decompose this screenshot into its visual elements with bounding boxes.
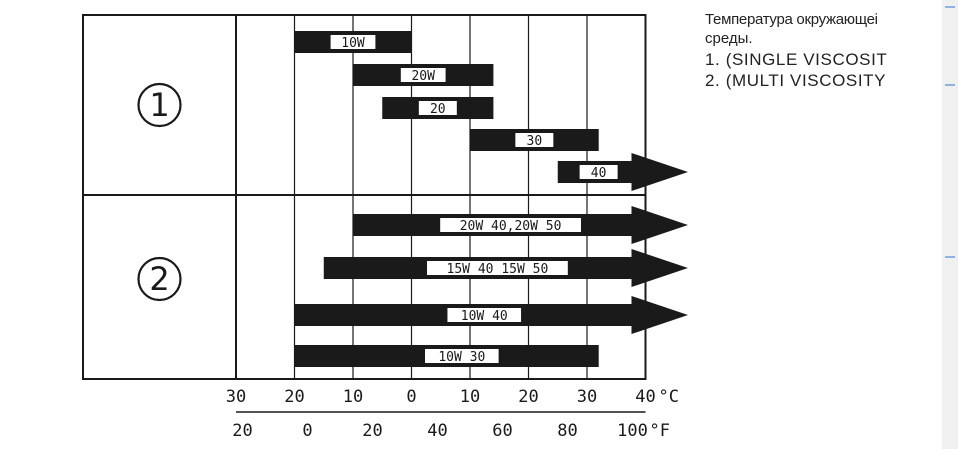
celsius-tick-label: 20: [518, 387, 538, 407]
group-number-label: 2: [149, 260, 169, 298]
bar-label-box: [579, 165, 618, 179]
fahrenheit-axis: 20 0 20 40 60 80 100 °F: [232, 421, 670, 441]
group-number-circle: [137, 82, 182, 128]
bar-label: 20W 40,20W 50: [460, 219, 562, 234]
open-ended-arrow: [631, 153, 688, 191]
bar-label-box: [425, 349, 499, 363]
bar-label-box: [427, 261, 568, 275]
open-ended-arrow: [631, 249, 688, 287]
ambient-temperature-caption: Температура окружающеі: [705, 11, 878, 28]
bar-label-box: [330, 35, 376, 49]
fahrenheit-unit-label: °F: [650, 421, 670, 441]
side-panel: Температура окружающеі среды. 1. (SINGLE…: [705, 10, 942, 91]
open-ended-arrow: [631, 296, 688, 334]
fahrenheit-tick-label: 20: [362, 421, 382, 441]
scrollbar-marker: [945, 84, 955, 86]
celsius-tick-label: 10: [460, 387, 480, 407]
group-number-circle: [137, 256, 182, 302]
celsius-tick-label: 30: [226, 387, 246, 407]
fahrenheit-tick-label: 40: [427, 421, 447, 441]
scrollbar-marker: [945, 256, 955, 258]
bar-label-box: [440, 218, 581, 232]
fahrenheit-tick-label: 0: [302, 421, 312, 441]
bar-label: 10W 30: [438, 350, 485, 365]
celsius-tick-label: 40: [635, 387, 655, 407]
bar-label-box: [515, 133, 554, 147]
chart-frame: [82, 14, 647, 380]
bar-label-box: [418, 101, 457, 115]
side-item-multi-viscosity: 2. (MULTI VISCOSITY: [705, 71, 887, 90]
celsius-axis: 30 20 10 0 10 20 30 40 °C: [226, 387, 679, 413]
bar-label: 40: [591, 166, 607, 181]
celsius-tick-label: 20: [284, 387, 304, 407]
bar-label: 20W: [411, 69, 435, 84]
vertical-scrollbar[interactable]: [942, 0, 958, 449]
bar-label: 30: [527, 134, 543, 149]
scrollbar-marker: [945, 6, 955, 8]
fahrenheit-tick-label: 80: [557, 421, 577, 441]
celsius-tick-label: 0: [406, 387, 416, 407]
group-number-label: 1: [149, 86, 169, 124]
range-bars: 10W 20W 20 30 40 20W 40,20W 50 15W 40 15W 50 10…: [294, 31, 688, 367]
celsius-tick-label: 10: [343, 387, 363, 407]
fahrenheit-tick-label: 20: [232, 421, 252, 441]
celsius-tick-label: 30: [577, 387, 597, 407]
chart-border: [82, 14, 647, 380]
bar-label: 15W 40 15W 50: [447, 262, 549, 277]
group-labels: 12: [137, 82, 182, 302]
bar-label-box: [447, 308, 522, 322]
bar-label-box: [400, 68, 446, 82]
bar-label: 20: [430, 102, 446, 117]
celsius-unit-label: °C: [659, 387, 679, 407]
open-ended-arrow: [631, 206, 688, 244]
bar-label: 10W: [341, 36, 365, 51]
bar-label: 10W 40: [461, 309, 508, 324]
side-item-single-viscosity: 1. (SINGLE VISCOSIT: [705, 50, 888, 69]
fahrenheit-tick-label: 100: [617, 421, 648, 441]
fahrenheit-tick-label: 60: [492, 421, 512, 441]
ambient-temperature-caption-line2: среды.: [705, 30, 753, 47]
